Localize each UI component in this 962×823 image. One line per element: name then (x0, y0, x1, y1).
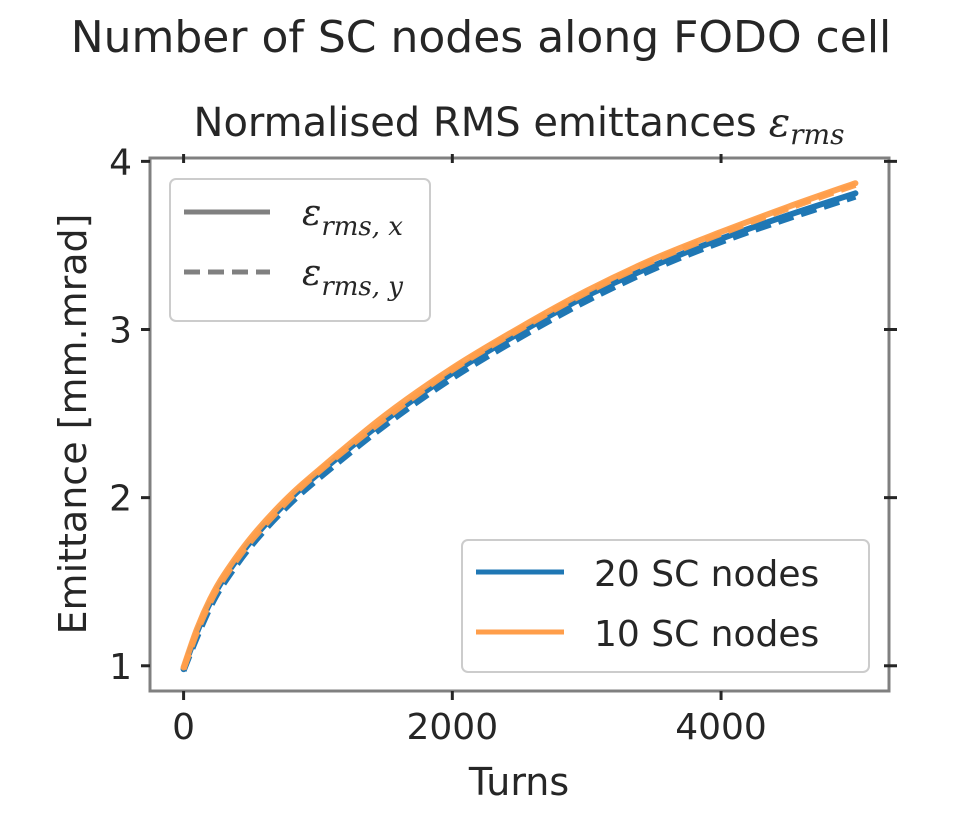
chart-title-text: Normalised RMS emittances (194, 100, 757, 146)
chart-title-subscript: rms (790, 118, 844, 151)
y-tick-label: 3 (109, 311, 132, 352)
x-tick-label: 0 (172, 707, 195, 748)
legend-series-10-label: 10 SC nodes (594, 614, 819, 655)
y-axis-label: Emittance [mm.mrad] (51, 214, 95, 635)
chart-title-symbol: ε (769, 100, 790, 146)
chart-title: Normalised RMS emittances εrms (194, 100, 845, 151)
legend-emittance-y-symbol: ε (302, 253, 321, 294)
y-tick-label: 2 (109, 479, 132, 520)
y-tick-label: 4 (109, 142, 132, 183)
x-tick-label: 4000 (675, 707, 767, 748)
legend-emittance-x-subscript: rms, x (321, 212, 403, 242)
legend-series-20-label: 20 SC nodes (594, 554, 819, 595)
legend-emittance-y-subscript: rms, y (321, 272, 403, 302)
linestyle-legend: εrms, x εrms, y (169, 178, 431, 322)
figure-suptitle: Number of SC nodes along FODO cell (71, 12, 892, 63)
y-tick-label: 1 (109, 647, 132, 688)
legend-emittance-y: εrms, y (302, 253, 403, 302)
series-legend: 20 SC nodes 10 SC nodes (461, 539, 870, 673)
series-10-emittance-y-line (180, 182, 857, 671)
x-tick-label: 2000 (407, 707, 499, 748)
ticks-layer: 0 2000 4000 1 2 3 4 (109, 142, 897, 748)
legend-emittance-x-symbol: ε (302, 193, 321, 234)
series-layer (180, 180, 859, 673)
legend-emittance-x: εrms, x (302, 193, 403, 242)
plot-frame (148, 156, 891, 693)
x-axis-label: Turns (468, 760, 569, 804)
